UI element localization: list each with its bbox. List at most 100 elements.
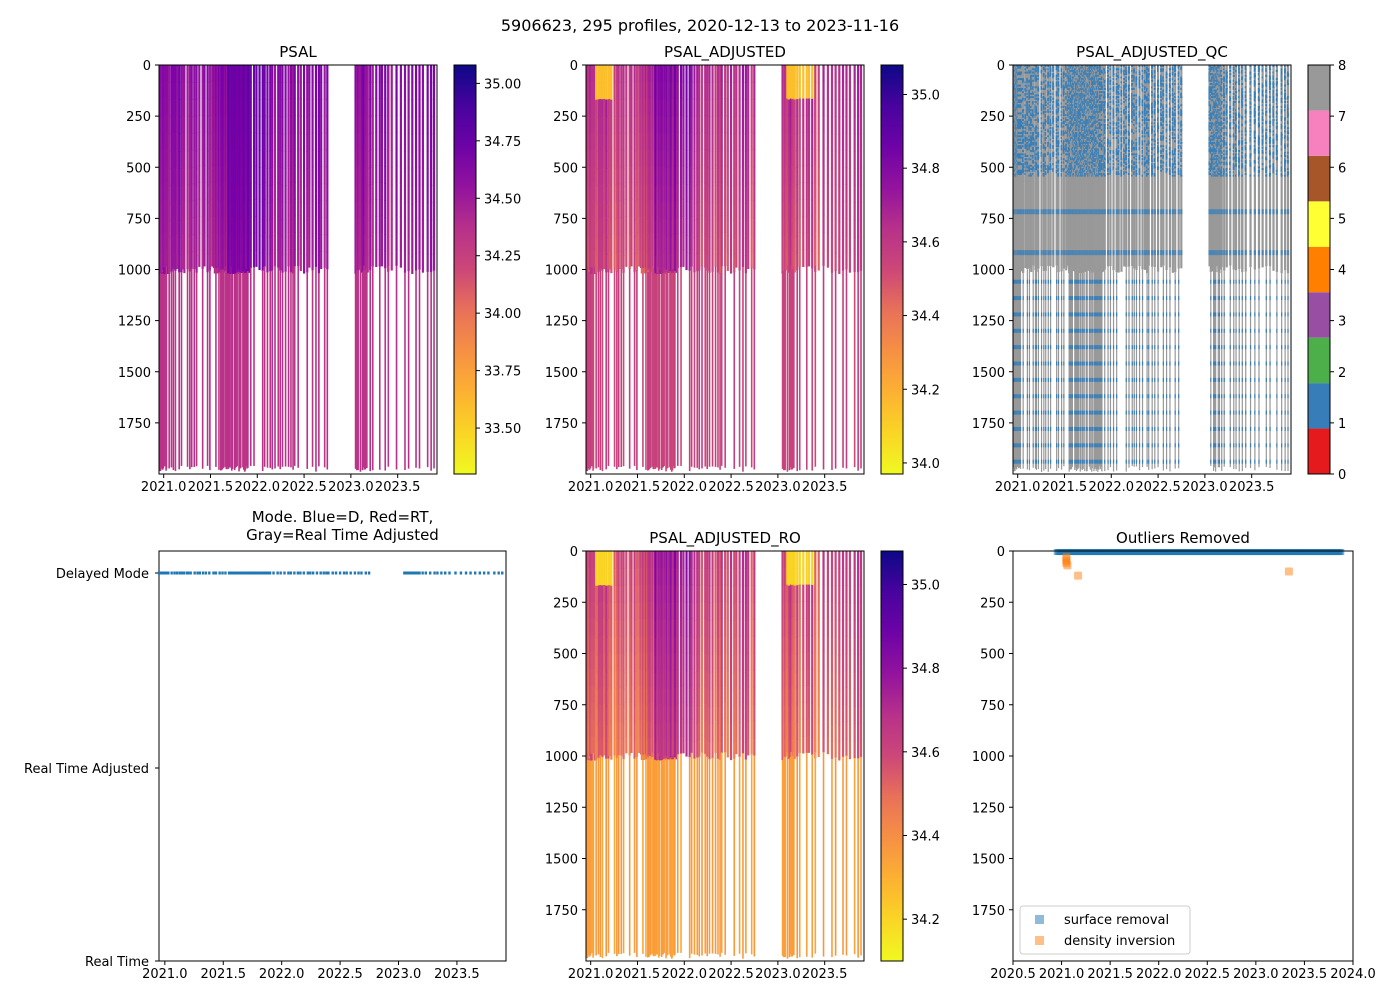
profile-cell [198, 216, 201, 234]
qc-cell [1026, 110, 1028, 113]
qc-cell [1014, 269, 1016, 471]
profile-cell [807, 165, 811, 183]
profile-cell [628, 217, 631, 236]
profile-cell [729, 99, 733, 118]
profile-cell [263, 266, 266, 467]
profile-cell [857, 99, 860, 118]
profile-cell [620, 217, 623, 236]
profile-cell [277, 250, 280, 268]
profile-cell [249, 267, 252, 466]
profile-cell [781, 82, 784, 101]
profile-cell [595, 99, 598, 118]
profile-cell [859, 65, 863, 83]
profile-cell [789, 270, 792, 468]
profile-cell [711, 150, 714, 169]
profile-cell [708, 185, 711, 204]
profile-cell [700, 131, 704, 150]
profile-cell [302, 99, 306, 118]
profile-cell [704, 233, 707, 251]
profile-cell [306, 65, 309, 83]
profile-cell [371, 182, 374, 200]
profile-cell [608, 65, 611, 83]
profile-cell [320, 115, 323, 134]
profile-cell [163, 199, 170, 217]
qc-cell [1026, 102, 1028, 105]
profile-cell [742, 266, 744, 472]
profile-cell [203, 81, 206, 99]
profile-cell [793, 203, 796, 221]
profile-cell [252, 165, 256, 184]
profile-cell [726, 150, 729, 169]
profile-cell [240, 269, 242, 468]
profile-cell [261, 201, 264, 220]
profile-cell [366, 116, 369, 135]
profile-cell [673, 236, 677, 254]
profile-cell [421, 185, 425, 204]
profile-cell [704, 149, 707, 167]
profile-cell [258, 252, 261, 271]
profile-cell [326, 200, 329, 219]
profile-cell [688, 167, 691, 186]
qc-cell [1017, 73, 1022, 76]
profile-cell [704, 267, 707, 467]
profile-cell [599, 81, 602, 100]
qc-cell [1017, 105, 1022, 108]
profile-cell [289, 168, 293, 187]
profile-cell [266, 168, 269, 187]
profile-cell [323, 149, 326, 167]
profile-cell [317, 220, 320, 239]
profile-cell [688, 236, 691, 254]
profile-cell [826, 81, 829, 100]
qc-cell [1024, 127, 1027, 130]
profile-cell [297, 98, 300, 116]
qc-cell [1019, 279, 1022, 284]
profile-cell [384, 98, 387, 117]
profile-cell [186, 98, 189, 117]
profile-cell [198, 81, 201, 100]
profile-cell [608, 132, 611, 151]
profile-cell [811, 115, 814, 134]
profile-cell [168, 82, 171, 101]
profile-cell [246, 201, 250, 220]
profile-cell [203, 198, 206, 217]
profile-cell [255, 249, 258, 267]
profile-cell [822, 148, 825, 166]
profile-cell [597, 185, 600, 204]
profile-cell [375, 148, 378, 167]
profile-cell [326, 234, 329, 253]
profile-cell [186, 200, 189, 219]
profile-cell [750, 183, 753, 201]
profile-cell [807, 98, 811, 116]
profile-cell [601, 184, 604, 203]
profile-cell [700, 232, 704, 250]
profile-cell [733, 237, 736, 256]
profile-cell [201, 166, 204, 185]
profile-cell [244, 269, 247, 471]
profile-cell [308, 81, 311, 100]
profile-cell [805, 165, 808, 183]
profile-cell [421, 82, 425, 101]
profile-cell [625, 216, 628, 234]
profile-cell [399, 149, 402, 167]
profile-cell [630, 148, 633, 166]
profile-cell [599, 149, 602, 168]
profile-cell [603, 132, 606, 151]
profile-cell [676, 267, 679, 466]
profile-cell [741, 148, 745, 167]
qc-cell [1015, 361, 1017, 366]
profile-cell [622, 82, 625, 101]
qc-cell [1022, 91, 1024, 94]
profile-cell [859, 99, 863, 117]
profile-cell [838, 82, 841, 101]
profile-cell [390, 99, 393, 117]
profile-cell [690, 249, 693, 267]
qc-cell [1024, 154, 1027, 157]
profile-cell [802, 216, 805, 234]
qc-cell [1013, 312, 1015, 317]
profile-cell [690, 115, 693, 133]
qc-cell [1017, 125, 1023, 128]
profile-cell [208, 201, 211, 220]
profile-cell [714, 148, 717, 167]
profile-cell [387, 215, 390, 233]
profile-cell [403, 185, 407, 204]
